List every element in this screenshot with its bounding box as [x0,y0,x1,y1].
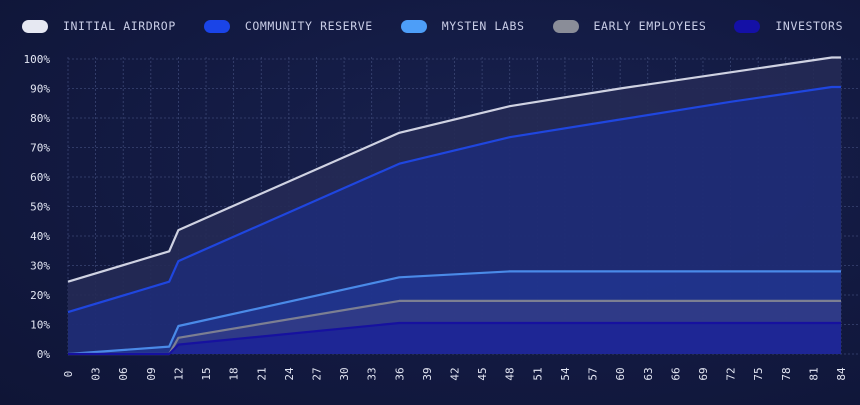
chart-legend: INITIAL AIRDROP COMMUNITY RESERVE MYSTEN… [22,15,860,37]
legend-item-initial-airdrop[interactable]: INITIAL AIRDROP [22,19,176,33]
x-tick-label: 66 [669,367,682,380]
x-tick-label: 45 [476,367,489,380]
legend-label: MYSTEN LABS [441,19,525,33]
y-tick-label: 20% [30,289,50,302]
x-tick-label: 60 [614,367,627,380]
legend-swatch [734,19,761,33]
x-axis-ticks: 0 03 06 09 12 15 18 21 24 27 30 33 36 39 42 45 48 51 54 57 6… [62,367,848,381]
legend-swatch [203,19,230,33]
y-tick-label: 10% [30,319,50,332]
y-tick-label: 70% [30,142,50,155]
x-tick-label: 12 [172,367,185,380]
x-tick-label: 48 [504,367,517,380]
legend-item-mysten-labs[interactable]: MYSTEN LABS [400,19,525,33]
x-tick-label: 24 [283,367,296,381]
legend-label: COMMUNITY RESERVE [244,19,373,33]
legend-label: INITIAL AIRDROP [63,19,176,33]
y-tick-label: 80% [30,112,50,125]
x-tick-label: 15 [200,367,213,380]
area-investors [68,323,841,354]
y-tick-label: 0% [37,348,51,361]
x-tick-label: 27 [310,367,323,380]
y-axis-ticks: 0% 10% 20% 30% 40% 50% 60% 70% 80% 90% 100% [24,53,51,361]
line-mysten-labs [67,270,841,356]
x-tick-label: 69 [697,367,710,380]
line-initial-airdrop [67,56,841,283]
x-tick-label: 30 [338,367,351,380]
x-tick-label: 51 [531,367,544,380]
legend-swatch [552,19,579,33]
legend-item-community-reserve[interactable]: COMMUNITY RESERVE [203,19,373,33]
area-fills [68,57,841,354]
legend-swatch [22,19,48,33]
y-tick-label: 100% [24,53,51,66]
x-tick-label: 84 [835,367,848,381]
x-tick-label: 54 [559,367,572,381]
x-tick-label: 06 [117,367,130,380]
x-tick-label: 21 [255,367,268,380]
x-tick-label: 09 [145,367,158,380]
x-tick-label: 57 [587,367,600,380]
series-lines [67,56,841,356]
x-tick-label: 81 [807,367,820,380]
y-tick-label: 60% [30,171,50,184]
x-tick-label: 36 [393,367,406,380]
y-tick-label: 40% [30,230,50,243]
x-tick-label: 75 [752,367,765,380]
y-tick-label: 30% [30,260,50,273]
legend-label: INVESTORS [775,19,844,33]
legend-label: EARLY EMPLOYEES [593,19,707,33]
x-tick-label: 63 [642,367,655,380]
x-tick-label: 72 [725,367,738,380]
line-community-reserve [67,85,841,314]
line-investors [68,321,841,356]
legend-item-early-employees[interactable]: EARLY EMPLOYEES [552,19,707,33]
x-tick-label: 42 [449,367,462,380]
y-tick-label: 50% [30,201,50,214]
x-tick-label: 33 [366,367,379,380]
legend-swatch [400,19,427,33]
x-tick-label: 03 [90,367,103,380]
y-tick-label: 90% [30,83,50,96]
legend-item-investors[interactable]: INVESTORS [734,19,843,33]
x-tick-label: 18 [228,367,241,380]
x-tick-label: 78 [780,367,793,380]
x-tick-label: 0 [62,371,75,378]
x-tick-label: 39 [421,367,434,380]
